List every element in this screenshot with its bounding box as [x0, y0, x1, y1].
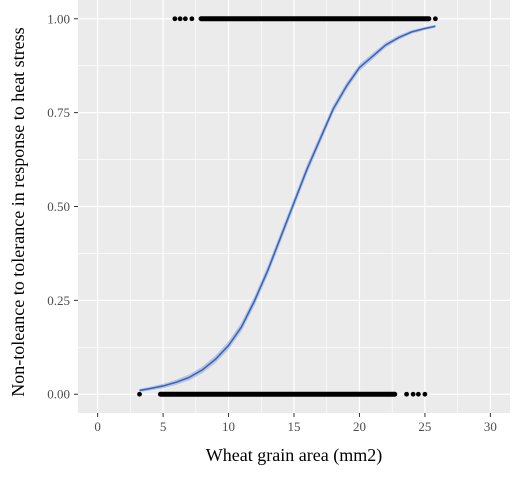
data-point: [404, 391, 409, 397]
data-point: [422, 391, 428, 397]
y-tick-label: 0.75: [47, 105, 70, 120]
y-tick-label: 0.00: [47, 387, 70, 402]
data-point: [177, 16, 183, 22]
y-axis-ticks: 0.00 0.25 0.50 0.75 1.00: [47, 11, 78, 402]
data-point: [415, 391, 421, 397]
x-tick-label: 0: [94, 419, 101, 434]
y-tick-label: 1.00: [47, 11, 70, 26]
fit-curve-layer: [139, 25, 436, 392]
data-point: [432, 16, 438, 22]
x-tick-label: 25: [418, 419, 431, 434]
x-tick-label: 5: [160, 419, 167, 434]
x-tick-label: 20: [353, 419, 366, 434]
y-tick-label: 0.50: [47, 199, 70, 214]
x-tick-label: 10: [222, 419, 235, 434]
data-point: [182, 16, 188, 22]
points-layer: [137, 16, 438, 397]
data-point: [410, 391, 416, 397]
y-tick-label: 0.25: [47, 293, 70, 308]
x-axis-title: Wheat grain area (mm2): [206, 445, 382, 466]
x-axis-ticks: 0 5 10 15 20 25 30: [94, 413, 497, 434]
y-axis-title: Non-toleance to tolerance in response to…: [8, 27, 28, 396]
data-point: [189, 16, 195, 22]
x-tick-label: 15: [288, 419, 301, 434]
data-point: [137, 391, 142, 397]
x-tick-label: 30: [484, 419, 497, 434]
fit-curve-line: [139, 25, 436, 392]
data-point: [172, 16, 178, 22]
